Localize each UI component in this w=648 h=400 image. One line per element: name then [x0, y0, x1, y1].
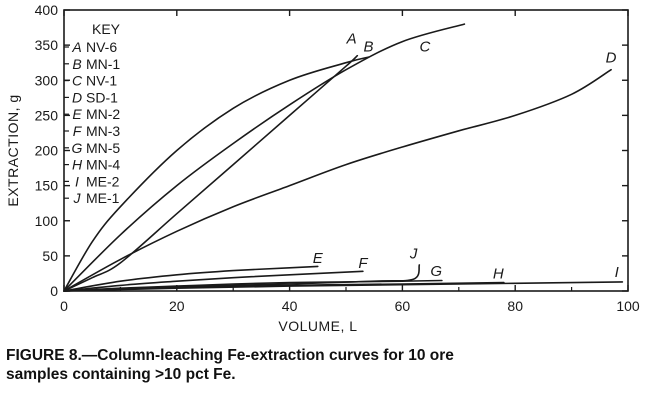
legend: KEY A NV-6 B MN-1C NV-1D SD-1E MN-2F MN-3G MN-5H…	[64, 21, 121, 206]
curve-e	[63, 265, 319, 292]
legend-letter: D	[72, 89, 82, 105]
y-tick-label: 250	[35, 107, 59, 123]
caption-line-1: FIGURE 8.—Column-leaching Fe-extraction …	[6, 347, 454, 364]
x-tick-label: 80	[507, 298, 523, 314]
y-tick-label: 350	[35, 37, 59, 53]
legend-title: KEY	[92, 21, 121, 37]
legend-sample-name: MN-2	[86, 106, 120, 122]
legend-letter: A	[71, 39, 81, 55]
legend-sample-name: ME-2	[86, 173, 120, 189]
curve-label-h: H	[493, 265, 504, 282]
legend-sample-name: MN-4	[86, 157, 120, 173]
x-tick-label: 40	[282, 298, 298, 314]
legend-sample-name: NV-1	[86, 73, 117, 89]
curve-label-b: B	[364, 38, 374, 55]
curve-label-d: D	[606, 50, 617, 67]
y-tick-label: 0	[50, 283, 58, 299]
legend-sample-name: SD-1	[86, 89, 118, 105]
curve-label-i: I	[615, 264, 619, 281]
caption-line-2: samples containing >10 pct Fe.	[6, 366, 236, 383]
curve-i	[63, 281, 624, 292]
y-tick-label: 150	[35, 178, 59, 194]
curve-a	[63, 54, 359, 292]
legend-sample-name: NV-6	[86, 39, 117, 55]
x-tick-labels: 0 20 40 60 80 100	[60, 298, 640, 314]
curve-label-c: C	[420, 38, 431, 55]
curve-label-g: G	[430, 263, 442, 280]
legend-sample-name: ME-1	[86, 190, 120, 206]
x-tick-label: 100	[616, 298, 640, 314]
curve-d	[63, 68, 612, 292]
x-axis-label: VOLUME, L	[278, 318, 357, 334]
x-tick-label: 20	[169, 298, 185, 314]
curve-c	[63, 23, 466, 292]
y-tick-label: 100	[35, 213, 59, 229]
curve-f	[63, 270, 364, 292]
curve-label-j: J	[409, 246, 418, 263]
figure-caption: FIGURE 8.—Column-leaching Fe-extraction …	[6, 346, 642, 384]
legend-sample-name: MN-3	[86, 123, 120, 139]
legend-sample-name: MN-5	[86, 140, 120, 156]
curves	[63, 23, 624, 292]
curve-labels: A B C D E F G H I J	[313, 31, 619, 283]
legend-letter: J	[73, 190, 82, 206]
x-tick-label: 0	[60, 298, 68, 314]
y-tick-labels: 0 50 100 150 200 250 300 350 400	[35, 2, 59, 299]
curve-label-f: F	[358, 255, 368, 272]
axis-ticks	[63, 9, 629, 292]
curve-label-a: A	[346, 31, 357, 48]
y-axis-label: EXTRACTION, g	[5, 94, 21, 206]
legend-letter: C	[72, 73, 83, 89]
plot-frame	[63, 9, 629, 292]
legend-letter: I	[75, 173, 79, 189]
legend-letter: G	[72, 140, 83, 156]
legend-sample-name: MN-1	[86, 56, 120, 72]
curve-label-e: E	[313, 250, 324, 267]
y-tick-label: 300	[35, 72, 59, 88]
y-tick-label: 50	[42, 248, 58, 264]
legend-letter: H	[72, 157, 83, 173]
curve-b	[63, 56, 370, 292]
curve-j	[63, 264, 421, 292]
x-tick-label: 60	[395, 298, 411, 314]
legend-letter: B	[72, 56, 81, 72]
legend-letter: E	[72, 106, 82, 122]
y-tick-label: 200	[35, 143, 59, 159]
legend-letter: F	[73, 123, 83, 139]
y-tick-label: 400	[35, 2, 59, 18]
extraction-chart: A B CDE F G H IJ 0 20 40 60 80 100 0501001502002503…	[5, 2, 640, 334]
